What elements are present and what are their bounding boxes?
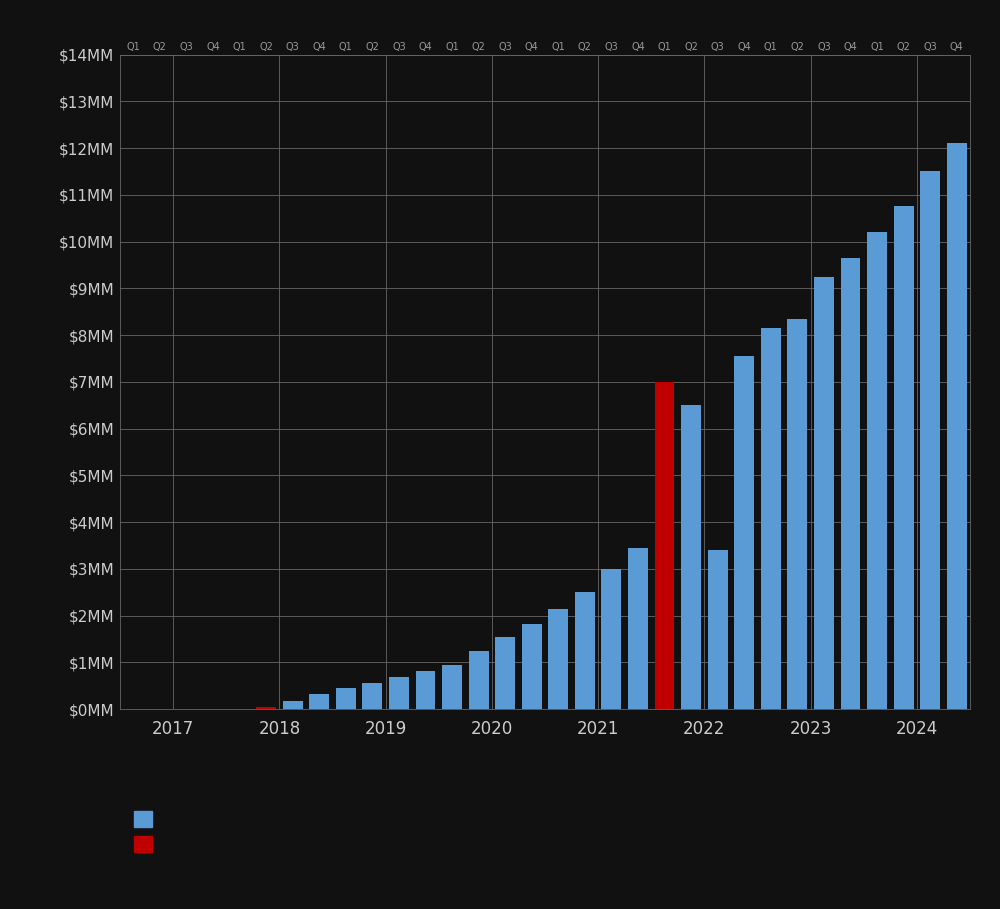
Bar xyxy=(309,694,329,709)
Bar xyxy=(601,569,621,709)
Bar xyxy=(362,684,382,709)
Bar xyxy=(416,671,435,709)
Bar xyxy=(708,550,728,709)
Bar xyxy=(734,356,754,709)
Bar xyxy=(283,701,303,709)
Bar xyxy=(575,592,595,709)
Bar xyxy=(256,706,276,709)
Legend: , : , xyxy=(128,805,170,858)
Bar xyxy=(761,328,781,709)
Bar xyxy=(389,677,409,709)
Bar xyxy=(442,664,462,709)
Bar xyxy=(894,206,914,709)
Bar xyxy=(655,382,674,709)
Bar xyxy=(469,651,489,709)
Bar xyxy=(336,688,356,709)
Bar xyxy=(522,624,542,709)
Bar xyxy=(841,258,860,709)
Bar xyxy=(920,172,940,709)
Bar xyxy=(814,276,834,709)
Bar xyxy=(628,548,648,709)
Bar xyxy=(787,319,807,709)
Bar xyxy=(947,144,967,709)
Bar xyxy=(548,608,568,709)
Bar xyxy=(867,232,887,709)
Bar xyxy=(681,405,701,709)
Bar xyxy=(495,636,515,709)
